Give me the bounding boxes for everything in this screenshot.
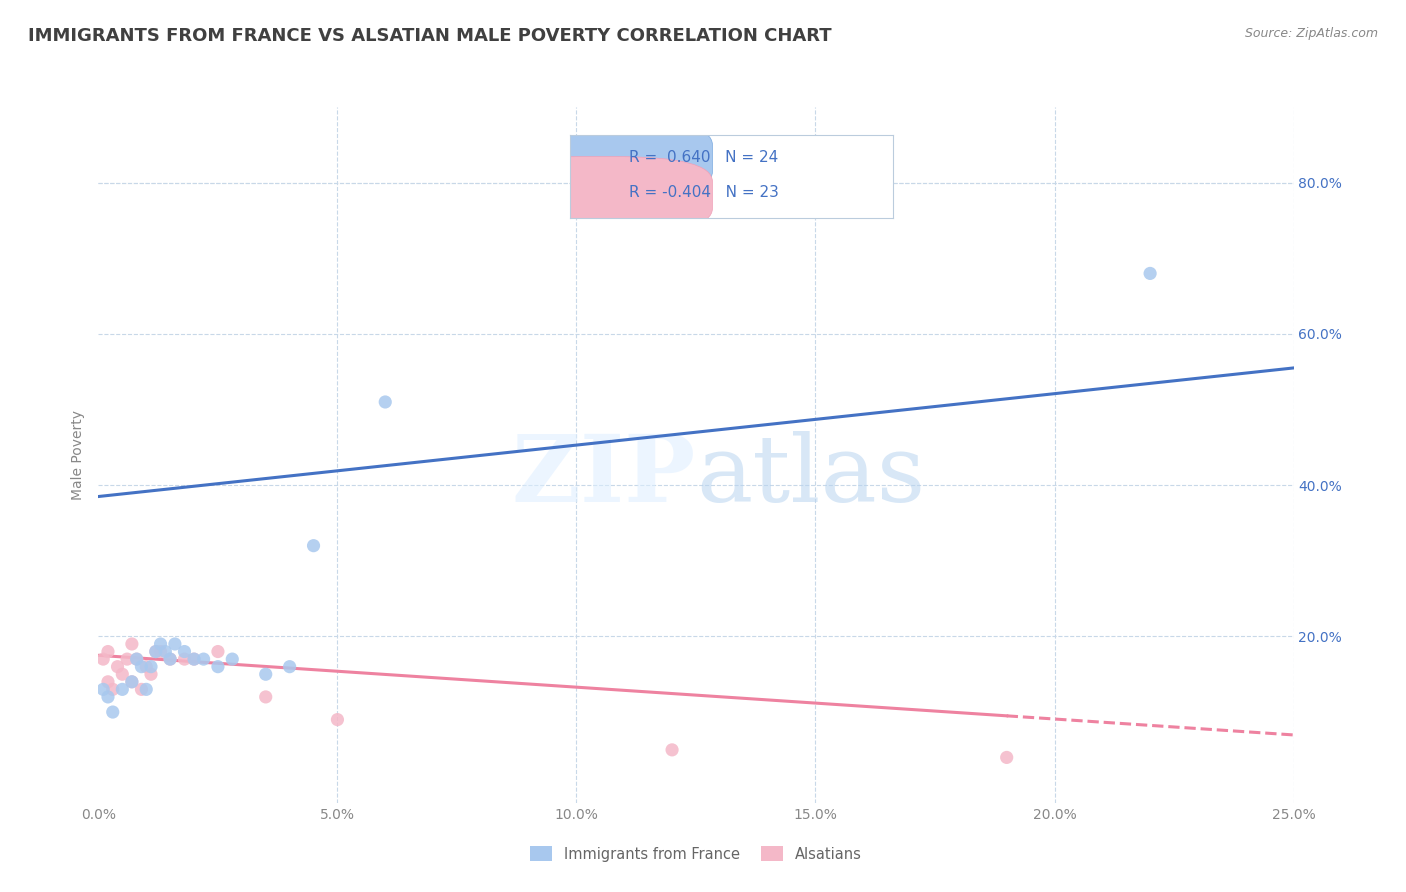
Point: [139, 667, 162, 681]
Point: [101, 705, 124, 719]
Point: [207, 659, 229, 673]
Point: [254, 690, 277, 704]
Point: [107, 659, 129, 673]
Point: [145, 644, 167, 658]
Point: [159, 652, 181, 666]
Y-axis label: Male Poverty: Male Poverty: [72, 410, 86, 500]
Point: [173, 644, 195, 658]
Point: [221, 652, 243, 666]
Point: [125, 652, 148, 666]
Point: [115, 652, 138, 666]
Point: [121, 637, 143, 651]
Text: Source: ZipAtlas.com: Source: ZipAtlas.com: [1244, 27, 1378, 40]
Point: [97, 644, 120, 658]
Text: atlas: atlas: [696, 431, 925, 521]
Text: IMMIGRANTS FROM FRANCE VS ALSATIAN MALE POVERTY CORRELATION CHART: IMMIGRANTS FROM FRANCE VS ALSATIAN MALE …: [28, 27, 832, 45]
Point: [125, 652, 148, 666]
Point: [661, 743, 683, 757]
Point: [97, 690, 120, 704]
Point: [91, 652, 114, 666]
Point: [207, 644, 229, 658]
Text: ZIP: ZIP: [512, 431, 696, 521]
Point: [121, 674, 143, 689]
Point: [149, 644, 172, 658]
Point: [101, 682, 124, 697]
Point: [374, 395, 396, 409]
Point: [995, 750, 1018, 764]
Point: [139, 659, 162, 673]
Point: [163, 637, 186, 651]
Point: [131, 659, 153, 673]
Point: [155, 644, 177, 658]
Point: [145, 644, 167, 658]
Point: [131, 682, 153, 697]
Point: [254, 667, 277, 681]
Point: [121, 674, 143, 689]
Point: [149, 637, 172, 651]
Point: [135, 659, 157, 673]
Point: [302, 539, 325, 553]
Legend: Immigrants from France, Alsatians: Immigrants from France, Alsatians: [530, 847, 862, 862]
Point: [1139, 267, 1161, 281]
Point: [278, 659, 301, 673]
Point: [111, 682, 134, 697]
Point: [183, 652, 205, 666]
Point: [326, 713, 349, 727]
Point: [111, 667, 134, 681]
Point: [183, 652, 205, 666]
Point: [173, 652, 195, 666]
Point: [193, 652, 215, 666]
Point: [135, 682, 157, 697]
Point: [159, 652, 181, 666]
Point: [91, 682, 114, 697]
Point: [97, 674, 120, 689]
